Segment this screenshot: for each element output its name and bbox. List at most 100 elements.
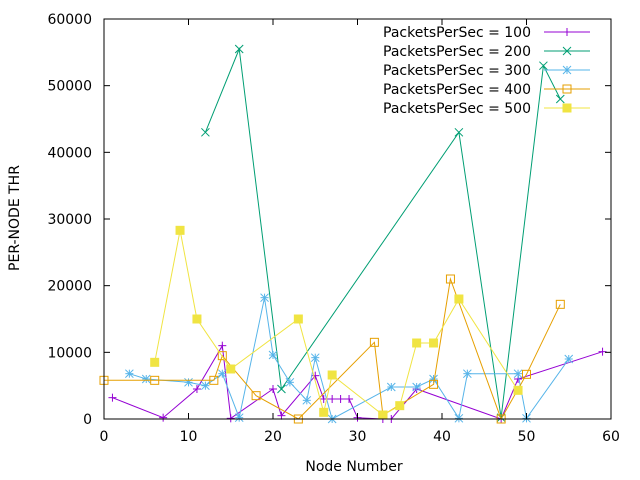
legend-entry-3: PacketsPerSec = 300 (383, 63, 590, 79)
legend-label: PacketsPerSec = 400 (383, 82, 531, 98)
marker-stroke (429, 374, 438, 384)
series-line (129, 297, 570, 420)
marker-stroke (201, 381, 210, 391)
data-point (319, 407, 329, 417)
marker-stroke (386, 382, 396, 392)
series-3 (124, 293, 574, 424)
data-point (218, 341, 227, 350)
data-point (159, 413, 168, 422)
data-point (217, 369, 227, 379)
data-point (513, 385, 523, 395)
marker-stroke (234, 44, 244, 54)
data-point (269, 385, 277, 393)
y-tick-label: 10000 (47, 345, 92, 361)
data-point (555, 299, 565, 309)
legend-marker (563, 28, 571, 36)
x-tick-label: 60 (602, 429, 620, 445)
legend-entry-2: PacketsPerSec = 200 (383, 44, 590, 60)
legend-label: PacketsPerSec = 500 (383, 101, 531, 117)
data-point (108, 393, 117, 402)
data-point (454, 294, 464, 304)
marker-stroke (217, 369, 227, 379)
y-tick-label: 20000 (47, 279, 92, 295)
legend-label: PacketsPerSec = 300 (383, 63, 531, 79)
data-point (201, 127, 210, 137)
data-point (226, 364, 236, 374)
data-point (513, 369, 523, 379)
data-point (327, 370, 337, 380)
legend-entry-4: PacketsPerSec = 400 (383, 82, 590, 98)
data-point (412, 338, 422, 348)
data-point (226, 414, 235, 423)
data-point (277, 384, 286, 394)
marker-stroke (454, 127, 464, 137)
marker-stroke (184, 377, 193, 387)
legend-marker (562, 65, 572, 75)
data-point (454, 127, 464, 137)
data-point (412, 382, 422, 392)
marker-stroke (260, 293, 269, 303)
data-point (217, 351, 227, 361)
marker-stroke (462, 369, 472, 379)
data-point (345, 395, 354, 403)
x-axis-label: Node Number (305, 459, 402, 475)
legend-marker (562, 84, 572, 94)
series-4 (99, 274, 565, 424)
data-point (522, 369, 531, 379)
data-point (150, 357, 160, 367)
data-point (336, 395, 345, 403)
data-point (277, 411, 286, 420)
data-point (378, 410, 388, 420)
data-point (124, 369, 134, 379)
y-tick-label: 30000 (47, 212, 92, 228)
y-tick-label: 0 (83, 412, 92, 428)
y-axis-label: PER-NODE THR (7, 165, 23, 271)
marker-stroke (539, 61, 548, 71)
x-tick-label: 20 (264, 429, 282, 445)
data-point (150, 375, 160, 385)
marker-stroke (562, 65, 572, 75)
data-point (293, 314, 303, 324)
data-point (310, 353, 320, 363)
data-point (386, 382, 396, 392)
data-point (234, 413, 244, 423)
data-point (141, 374, 151, 384)
series-2 (201, 44, 565, 423)
legend-marker (562, 103, 572, 113)
x-axis: 0 10 20 30 40 50 60 (100, 19, 620, 445)
marker-stroke (562, 46, 572, 56)
data-point (555, 94, 565, 104)
legend-label: PacketsPerSec = 100 (383, 25, 531, 41)
data-point (539, 61, 548, 71)
data-point (251, 391, 261, 401)
data-point (184, 377, 193, 387)
marker-stroke (124, 369, 134, 379)
marker-stroke (454, 413, 464, 423)
data-point (201, 381, 210, 391)
x-tick-label: 30 (349, 429, 367, 445)
data-point (192, 314, 202, 324)
series-5 (150, 225, 523, 420)
legend: PacketsPerSec = 100 PacketsPerSec = 200 Pa… (383, 25, 590, 117)
marker-stroke (141, 374, 151, 384)
marker-stroke (564, 354, 574, 364)
marker-stroke (412, 382, 422, 392)
legend-marker (562, 46, 572, 56)
data-point (192, 385, 201, 393)
data-point (311, 371, 320, 380)
marker-stroke (268, 350, 278, 360)
y-axis: 0 10000 20000 30000 40000 50000 60000 (47, 12, 611, 428)
x-tick-label: 50 (518, 429, 536, 445)
legend-entry-5: PacketsPerSec = 500 (383, 101, 590, 117)
data-point (564, 354, 574, 364)
marker-stroke (310, 353, 320, 363)
data-point (175, 225, 185, 235)
series-line (154, 230, 519, 416)
marker-stroke (285, 377, 295, 387)
data-point (429, 338, 439, 348)
data-point (234, 44, 244, 54)
marker-stroke (513, 369, 523, 379)
marker-stroke (277, 384, 286, 394)
